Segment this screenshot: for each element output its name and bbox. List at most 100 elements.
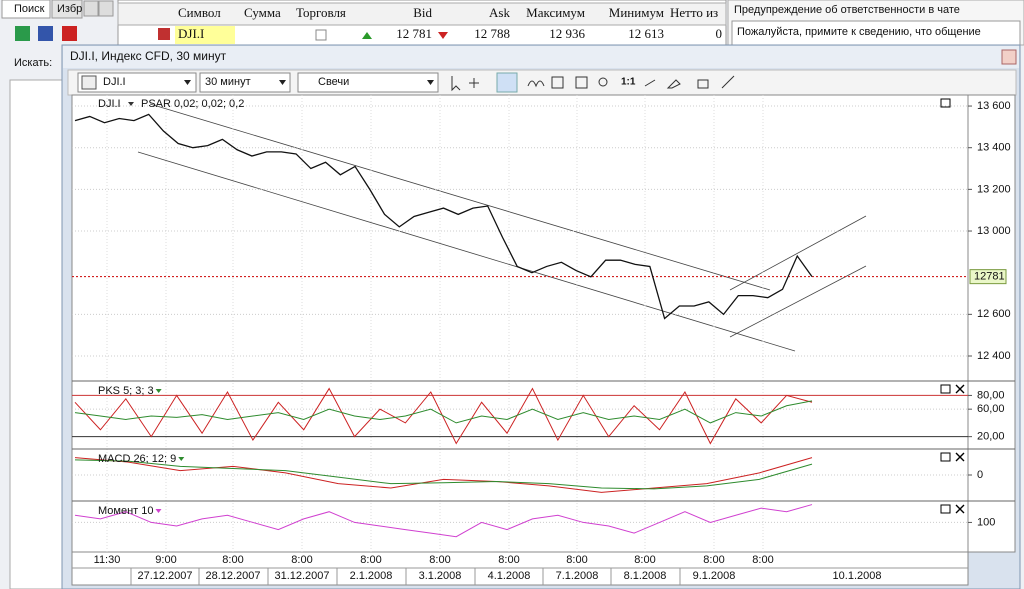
y-tick-label: 12 600: [977, 308, 1011, 320]
maximize-panel-icon: [940, 452, 951, 462]
y-tick-label: 80,00: [977, 389, 1005, 401]
series-line: [74, 504, 813, 538]
y-tick-label: 13 000: [977, 225, 1011, 237]
chat-message: Пожалуйста, примите к сведению, что обще…: [737, 26, 981, 38]
y-tick-label: 100: [977, 516, 995, 528]
date-label: 8.1.2008: [624, 570, 667, 582]
tab[interactable]: [51, 0, 83, 19]
column-header: Ask: [489, 5, 510, 20]
panel-title: MACD 26; 12; 9: [98, 453, 176, 465]
date-label: 3.1.2008: [419, 570, 462, 582]
cell: 12 781: [396, 26, 432, 41]
icon[interactable]: [15, 26, 30, 41]
date-label: 27.12.2007: [137, 570, 192, 582]
time-label: 8:00: [752, 554, 773, 566]
panel-title: Момент 10: [98, 505, 154, 517]
time-label: 8:00: [222, 554, 243, 566]
series-line: [74, 400, 813, 424]
dropdown-arrow: [279, 80, 286, 85]
style-value: Свечи: [318, 76, 349, 88]
column-header: Минимум: [609, 5, 664, 20]
close-panel-icon: [955, 452, 965, 462]
date-label: 10.1.2008: [833, 570, 882, 582]
column-header: Торговля: [296, 5, 346, 20]
cell: DJI.I: [178, 26, 204, 41]
dropdown-arrow: [184, 80, 191, 85]
icon[interactable]: [62, 26, 77, 41]
symbol-value: DJI.I: [103, 76, 126, 88]
date-label: 4.1.2008: [488, 570, 531, 582]
last-price-label: 12781: [974, 271, 1005, 283]
y-tick-label: 12 400: [977, 350, 1011, 362]
cell: 12 613: [628, 26, 664, 41]
channel-lines: [137, 103, 867, 352]
cell: 0: [716, 26, 723, 41]
time-label: 9:00: [155, 554, 176, 566]
scroll-button[interactable]: [98, 0, 114, 17]
tab-label: Избр: [57, 3, 82, 15]
interval-value: 30 минут: [205, 76, 251, 88]
list: [9, 79, 63, 589]
date-label: 2.1.2008: [350, 570, 393, 582]
date-label: 9.1.2008: [693, 570, 736, 582]
window-title: DJI.I, Индекс CFD, 30 минут: [70, 49, 227, 63]
y-tick-label: 60,00: [977, 403, 1005, 415]
symbol-combo[interactable]: [77, 72, 197, 93]
y-tick-label: 20,00: [977, 431, 1005, 443]
time-label: 8:00: [291, 554, 312, 566]
series-line: [74, 387, 813, 445]
tab-label: Поиск: [14, 3, 45, 15]
dropdown-arrow: [178, 457, 185, 461]
date-label: 7.1.2008: [556, 570, 599, 582]
column-header: Нетто из: [670, 5, 718, 20]
checkbox[interactable]: [315, 29, 327, 41]
style-combo[interactable]: [297, 72, 439, 93]
tab[interactable]: [1, 0, 51, 19]
zoom-button[interactable]: 1:1: [621, 77, 636, 88]
cell: 12 936: [549, 26, 585, 41]
time-label: 8:00: [498, 554, 519, 566]
close-panel-icon: [955, 504, 965, 514]
time-label: 8:00: [634, 554, 655, 566]
column-header: Символ: [178, 5, 221, 20]
dropdown-arrow: [155, 509, 162, 513]
time-label: 8:00: [429, 554, 450, 566]
date-label: 31.12.2007: [274, 570, 329, 582]
series-line: [74, 459, 813, 490]
y-tick-label: 0: [977, 469, 983, 481]
time-label: 11:30: [94, 554, 121, 566]
up-arrow: [362, 32, 372, 39]
indicator-label: PSAR 0,02; 0,02; 0,2: [141, 98, 244, 110]
interval-combo[interactable]: [199, 72, 291, 93]
y-tick-label: 13 600: [977, 100, 1011, 112]
column-header: Bid: [413, 5, 432, 20]
scroll-button[interactable]: [83, 0, 99, 17]
table-header: [117, 2, 727, 26]
toolbar-icons: [451, 75, 735, 92]
last-price-box: [969, 269, 1007, 285]
y-tick-label: 13 400: [977, 142, 1011, 154]
plot-area: [71, 94, 969, 553]
chat-message-box: [731, 20, 1021, 46]
series-line: [74, 457, 813, 493]
dropdown-arrow: [427, 80, 434, 85]
dropdown-arrow: [155, 389, 162, 393]
time-label: 8:00: [360, 554, 381, 566]
series-line: [74, 113, 813, 320]
maximize-panel-icon: [940, 98, 951, 108]
dropdown-arrow: [128, 102, 134, 106]
icon[interactable]: [38, 26, 53, 41]
maximize-panel-icon: [940, 504, 951, 514]
close-button[interactable]: [1001, 49, 1017, 65]
y-tick-label: 13 200: [977, 183, 1011, 195]
price-axis: [967, 94, 1016, 553]
close-panel-icon: [955, 384, 965, 394]
cell: 12 788: [474, 26, 510, 41]
time-label: 8:00: [703, 554, 724, 566]
tool-button[interactable]: [496, 72, 518, 93]
legend-entry: DJI.I: [98, 98, 121, 110]
date-label: 28.12.2007: [205, 570, 260, 582]
time-label: 8:00: [566, 554, 587, 566]
title-bar: [63, 46, 1019, 68]
